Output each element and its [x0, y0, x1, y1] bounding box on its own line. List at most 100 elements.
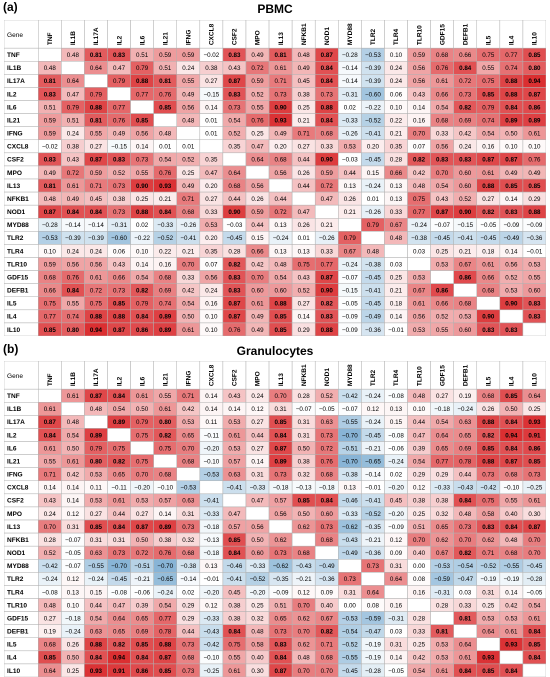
hm1-value-tlr10-il1b: 0.10 — [67, 602, 80, 609]
hm0-value-il4-il5: 0.90 — [482, 314, 495, 321]
hm0-value-tnf-myd88: −0.28 — [342, 52, 358, 59]
hm0-value-cxcl8-nfkb1: 0.27 — [298, 144, 311, 151]
hm0-row-header-il6: IL6 — [7, 104, 17, 111]
hm1-value-myd88-il6: −0.51 — [134, 563, 150, 570]
hm0-value-tlr10-il2: 0.43 — [113, 261, 126, 268]
hm0-value-nod1-il2: 0.73 — [113, 209, 126, 216]
hm1-value-tlr10-tlr2: 0.08 — [367, 602, 380, 609]
hm1-value-tlr2-il6: −0.21 — [134, 576, 150, 583]
hm0-value-il2-ifng: 0.49 — [182, 91, 195, 98]
hm0-value-myd88-cxcl8: 0.53 — [205, 222, 218, 229]
hm0-cell-cxcl8-cxcl8 — [199, 139, 224, 154]
hm0-value-tlr10-cxcl8: 0.07 — [205, 261, 218, 268]
hm0-value-cxcl8-myd88: 0.53 — [344, 144, 357, 151]
hm0-value-il6-il5: 0.79 — [482, 104, 495, 111]
hm0-value-defb1-il21: 0.69 — [159, 288, 172, 295]
hm1-value-il21-il17a: 0.80 — [90, 458, 103, 465]
hm1-col-header-il2: IL2 — [116, 376, 123, 386]
hm1-value-tlr10-cxcl8: 0.12 — [205, 602, 218, 609]
hm0-value-il5-il6: 0.79 — [136, 301, 149, 308]
hm0-value-tlr4-il21: 0.22 — [159, 248, 172, 255]
hm1-value-il1b-tnf: 0.61 — [44, 406, 57, 413]
hm1-value-il2-mpo: 0.44 — [251, 432, 264, 439]
hm1-value-il4-tnf: 0.85 — [44, 655, 57, 662]
hm1-value-myd88-il10: −0.45 — [527, 563, 543, 570]
hm0-value-ifng-il21: 0.48 — [159, 131, 172, 138]
hm1-value-gdf15-csf2: 0.38 — [228, 615, 241, 622]
hm0-value-mpo-il10: 0.49 — [528, 170, 541, 177]
hm0-value-il21-mpo: 0.76 — [251, 117, 264, 124]
hm0-value-tlr10-defb1: 0.67 — [459, 261, 472, 268]
hm1-value-ifng-csf2: 0.63 — [228, 472, 241, 479]
hm1-row-header-il17a: IL17A — [7, 419, 25, 426]
hm0-value-il21-ifng: 0.48 — [182, 117, 195, 124]
hm1-row-header-tnf: TNF — [7, 393, 20, 400]
hm0-value-il17a-nfkb1: 0.45 — [298, 78, 311, 85]
hm1-value-tlr2-il10: −0.28 — [527, 576, 543, 583]
hm0-value-il21-il5: 0.74 — [482, 117, 495, 124]
hm0-value-il21-tlr2: −0.52 — [365, 117, 381, 124]
hm1-value-il21-cxcl8: −0.10 — [203, 458, 219, 465]
hm1-cell-il17a-il17a — [84, 415, 108, 429]
hm0-value-il10-tlr2: −0.36 — [365, 327, 381, 334]
hm1-value-myd88-defb1: −0.54 — [457, 563, 473, 570]
hm1-value-il21-defb1: 0.78 — [459, 458, 472, 465]
hm0-value-il17a-ifng: 0.55 — [182, 78, 195, 85]
hm1-value-myd88-tnf: −0.42 — [42, 563, 58, 570]
hm0-value-cxcl8-nod1: 0.33 — [321, 144, 334, 151]
granulocytes-heatmap: Gene TNF IL1B IL17A IL2 IL6 IL21 IFNG CXCL8 CSF2 M… — [4, 361, 546, 677]
hm1-value-il13-il4: 0.84 — [505, 524, 518, 531]
hm1-col-header-mpo: MPO — [255, 371, 262, 386]
hm1-value-il13-nfkb1: 0.62 — [298, 524, 311, 531]
hm1-value-il10-mpo: 0.30 — [251, 668, 264, 675]
hm1-value-il5-nfkb1: 0.62 — [298, 642, 311, 649]
hm1-value-tnf-gdf15: 0.27 — [436, 393, 449, 400]
hm0-value-tnf-nod1: 0.87 — [321, 52, 334, 59]
hm0-value-defb1-il4: 0.53 — [505, 288, 518, 295]
hm0-cell-tlr2-tlr2 — [361, 231, 385, 245]
hm1-value-tlr10-csf2: 0.38 — [228, 602, 241, 609]
hm1-value-gdf15-il2: 0.64 — [113, 615, 126, 622]
hm1-value-il6-il5: 0.85 — [482, 445, 495, 452]
hm1-value-ifng-il10: 0.73 — [528, 472, 541, 479]
hm1-value-il6-il21: 0.75 — [159, 445, 172, 452]
hm0-value-tlr2-il1b: −0.39 — [65, 235, 81, 242]
hm1-value-nfkb1-il21: 0.38 — [159, 537, 172, 544]
hm1-value-mpo-nfkb1: 0.50 — [298, 511, 311, 518]
hm1-row-header-il2: IL2 — [7, 432, 17, 439]
hm0-value-il1b-il13: 0.61 — [275, 65, 288, 72]
hm1-value-gdf15-cxcl8: −0.33 — [203, 615, 219, 622]
hm0-value-tlr4-tnf: 0.10 — [44, 248, 57, 255]
hm1-value-il17a-il13: 0.85 — [275, 419, 288, 426]
hm1-value-il4-gdf15: 0.53 — [436, 655, 449, 662]
hm0-value-tlr10-il21: 0.16 — [159, 261, 172, 268]
hm1-value-il17a-il1b: 0.48 — [67, 419, 80, 426]
hm0-value-ifng-il6: 0.56 — [136, 131, 149, 138]
hm0-value-tlr2-nfkb1: 0.01 — [298, 235, 311, 242]
hm0-value-tnf-il10: 0.85 — [528, 52, 541, 59]
hm0-value-mpo-tlr4: 0.66 — [390, 170, 403, 177]
hm0-cell-il5-il5 — [476, 296, 501, 311]
panel-a-label: (a) — [3, 0, 18, 14]
hm1-value-tlr4-tnf: −0.08 — [42, 589, 58, 596]
hm0-value-gdf15-csf2: 0.83 — [228, 274, 241, 281]
hm0-value-il2-mpo: 0.52 — [251, 91, 264, 98]
hm1-row-header-nfkb1: NFKB1 — [7, 537, 29, 544]
hm0-value-gdf15-tlr10: 0.53 — [413, 274, 426, 281]
hm0-value-ifng-tlr2: −0.41 — [365, 131, 381, 138]
hm1-value-nod1-il6: 0.72 — [136, 550, 149, 557]
hm1-corner-cell — [4, 361, 39, 390]
hm1-value-il1b-nfkb1: −0.07 — [296, 406, 312, 413]
hm1-value-il1b-cxcl8: 0.14 — [205, 406, 218, 413]
hm1-value-il17a-nod1: 0.63 — [321, 419, 334, 426]
hm0-value-tnf-nfkb1: 0.48 — [298, 52, 311, 59]
hm0-value-cxcl8-il5: 0.16 — [482, 144, 495, 151]
hm1-value-tlr4-il13: −0.09 — [273, 589, 289, 596]
hm1-value-mpo-ifng: 0.31 — [182, 511, 195, 518]
hm1-value-il2-csf2: 0.61 — [228, 432, 241, 439]
hm1-value-mpo-csf2: 0.47 — [228, 511, 241, 518]
hm0-value-il2-il6: 0.77 — [136, 91, 149, 98]
hm1-value-tnf-il10: 0.64 — [528, 393, 541, 400]
hm0-value-tnf-il13: 0.81 — [275, 52, 288, 59]
hm0-col-header-il17a: IL17A — [93, 27, 100, 45]
